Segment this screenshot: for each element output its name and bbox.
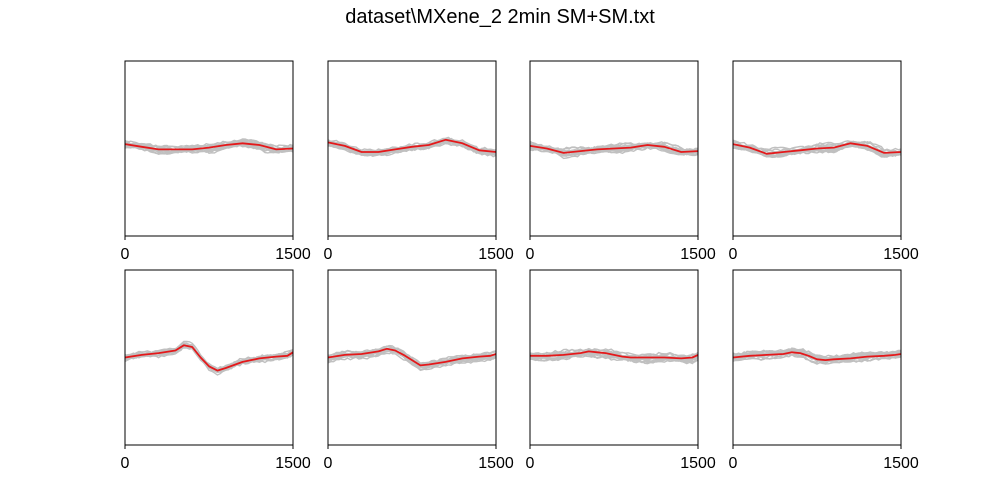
trace-line xyxy=(529,353,699,363)
x-tick-label: 1500 xyxy=(478,246,514,263)
trace-line xyxy=(327,349,497,368)
x-tick-label: 0 xyxy=(324,455,333,472)
subplot-r1-c3: 0 1500 xyxy=(526,60,716,263)
trace-line xyxy=(732,353,902,365)
mean-line xyxy=(327,347,497,367)
trace-line xyxy=(327,349,497,371)
axes-frame xyxy=(529,269,699,446)
trace-line xyxy=(732,348,902,358)
x-tick-label: 0 xyxy=(526,246,535,263)
trace-line xyxy=(327,137,497,153)
mean-line xyxy=(327,138,497,153)
x-tick-label: 1500 xyxy=(275,246,311,263)
subplot-r2-c2: 0 1500 xyxy=(324,269,514,472)
x-tick-label: 0 xyxy=(729,455,738,472)
trace-line xyxy=(529,143,699,156)
subplot-r2-c3: 0 1500 xyxy=(526,269,716,472)
subplot-r2-c4: 0 1500 xyxy=(729,269,919,472)
x-tick-label: 1500 xyxy=(275,455,311,472)
trace-line xyxy=(124,141,294,151)
trace-line xyxy=(529,351,699,363)
figure-title: dataset\MXene_2 2min SM+SM.txt xyxy=(345,6,655,28)
trace-line xyxy=(124,139,294,152)
mean-line xyxy=(124,344,294,372)
axes-frame xyxy=(327,269,497,446)
x-tick-label: 1500 xyxy=(883,246,919,263)
trace-line xyxy=(124,347,294,373)
x-tick-label: 0 xyxy=(324,246,333,263)
trace-line xyxy=(732,351,902,363)
mean-line xyxy=(732,351,902,361)
axes-frame xyxy=(124,60,294,237)
trace-line xyxy=(124,144,294,155)
trace-line xyxy=(529,140,699,151)
subplot-r2-c1: 0 1500 xyxy=(121,269,311,472)
mean-line xyxy=(732,142,902,155)
trace-line xyxy=(529,348,699,360)
x-tick-label: 1500 xyxy=(883,455,919,472)
axes-frame xyxy=(732,60,902,237)
subplot-r1-c1: 0 1500 xyxy=(121,60,311,263)
x-tick-label: 1500 xyxy=(680,455,716,472)
x-tick-label: 0 xyxy=(729,246,738,263)
axes-frame xyxy=(124,269,294,446)
trace-line xyxy=(124,143,294,153)
x-tick-label: 1500 xyxy=(478,455,514,472)
x-tick-label: 0 xyxy=(526,455,535,472)
trace-line xyxy=(327,345,497,364)
trace-group xyxy=(124,138,294,155)
x-tick-label: 1500 xyxy=(680,246,716,263)
mean-line xyxy=(124,142,294,151)
x-tick-label: 0 xyxy=(121,246,130,263)
mean-line xyxy=(529,144,699,154)
subplot-r1-c2: 0 1500 xyxy=(324,60,514,263)
subplot-r1-c4: 0 1500 xyxy=(729,60,919,263)
x-tick-label: 0 xyxy=(121,455,130,472)
mean-line xyxy=(530,350,699,360)
axes-frame xyxy=(732,269,902,446)
axes-frame xyxy=(327,60,497,237)
axes-frame xyxy=(529,60,699,237)
trace-line xyxy=(328,142,497,158)
